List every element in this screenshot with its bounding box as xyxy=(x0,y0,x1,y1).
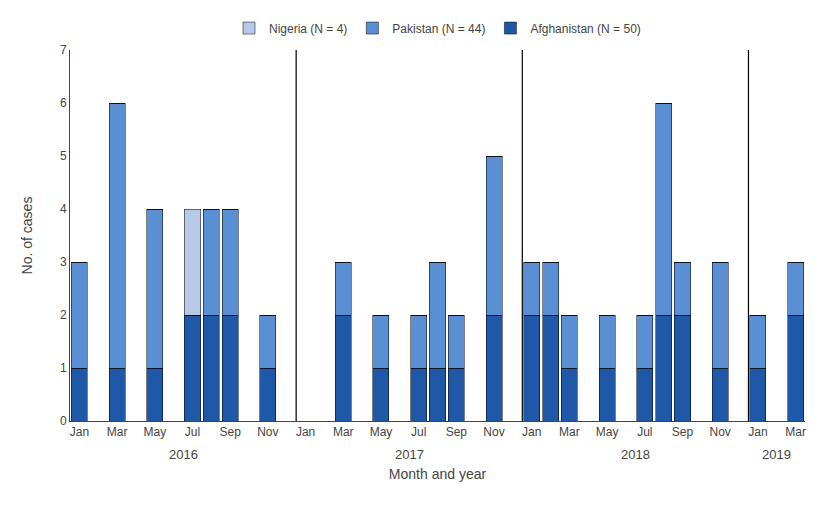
svg-text:2019: 2019 xyxy=(762,447,791,462)
svg-text:Sep: Sep xyxy=(672,425,694,439)
svg-text:May: May xyxy=(596,425,619,439)
svg-text:May: May xyxy=(370,425,393,439)
svg-text:0: 0 xyxy=(60,414,67,428)
svg-text:Jan: Jan xyxy=(296,425,315,439)
svg-text:Jan: Jan xyxy=(748,425,767,439)
svg-text:Mar: Mar xyxy=(107,425,128,439)
svg-text:Jan: Jan xyxy=(522,425,541,439)
svg-text:Sep: Sep xyxy=(446,425,468,439)
svg-text:No. of cases: No. of cases xyxy=(19,197,35,275)
svg-text:Jan: Jan xyxy=(70,425,89,439)
svg-text:Jul: Jul xyxy=(411,425,426,439)
svg-text:Mar: Mar xyxy=(785,425,806,439)
svg-text:2017: 2017 xyxy=(395,447,424,462)
svg-text:Nigeria (N = 4): Nigeria (N = 4) xyxy=(269,22,347,36)
svg-text:Month and year: Month and year xyxy=(389,466,487,482)
svg-text:7: 7 xyxy=(60,43,67,57)
svg-text:2: 2 xyxy=(60,308,67,322)
svg-text:Nov: Nov xyxy=(710,425,731,439)
svg-text:Pakistan (N = 44): Pakistan (N = 44) xyxy=(392,22,485,36)
svg-text:2018: 2018 xyxy=(621,447,650,462)
svg-text:1: 1 xyxy=(60,361,67,375)
svg-text:Jul: Jul xyxy=(637,425,652,439)
svg-text:6: 6 xyxy=(60,96,67,110)
svg-text:Jul: Jul xyxy=(185,425,200,439)
svg-text:May: May xyxy=(143,425,166,439)
svg-text:Mar: Mar xyxy=(333,425,354,439)
svg-text:Nov: Nov xyxy=(483,425,504,439)
svg-text:Afghanistan (N = 50): Afghanistan (N = 50) xyxy=(530,22,640,36)
svg-text:4: 4 xyxy=(60,202,67,216)
svg-text:Nov: Nov xyxy=(257,425,278,439)
svg-text:3: 3 xyxy=(60,255,67,269)
svg-text:2016: 2016 xyxy=(169,447,198,462)
svg-text:Sep: Sep xyxy=(220,425,242,439)
svg-text:Mar: Mar xyxy=(559,425,580,439)
svg-text:5: 5 xyxy=(60,149,67,163)
